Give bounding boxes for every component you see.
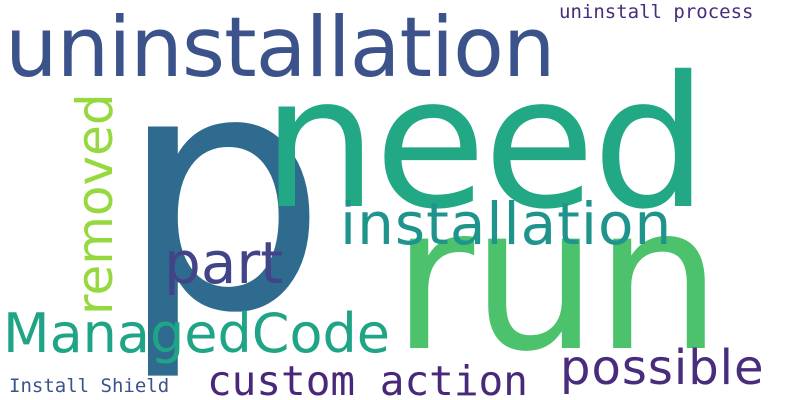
word-possible: possible: [560, 340, 765, 396]
word-uninstallation: uninstallation: [5, 0, 555, 96]
word-install-shield: Install Shield: [9, 375, 170, 397]
word-custom-action: custom action: [207, 357, 528, 400]
word-uninstall-process: uninstall process: [559, 1, 754, 23]
word-need: need: [262, 37, 708, 249]
word-installation: installation: [340, 190, 673, 258]
word-ManagedCode: ManagedCode: [3, 302, 391, 365]
word-removed: removed: [66, 93, 124, 315]
word-p: p: [118, 1, 327, 385]
word-part: part: [164, 229, 283, 297]
word-run: run: [392, 163, 722, 396]
